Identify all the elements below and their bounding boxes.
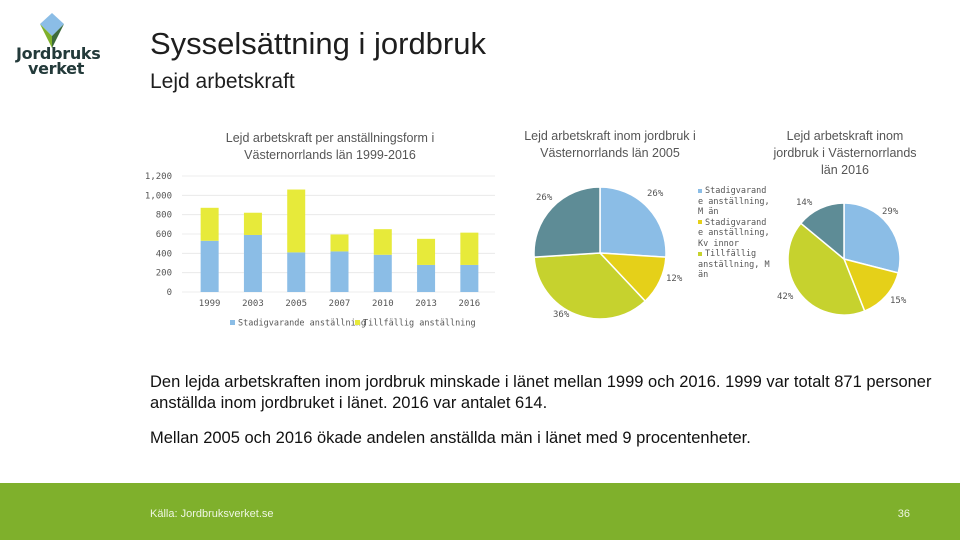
y-tick-label: 200: [156, 269, 172, 279]
pie-2005-title: Lejd arbetskraft inom jordbruk i Västern…: [524, 129, 696, 160]
legend-label: Tillfällig anställning: [363, 319, 476, 329]
pie-2005-legend: Stadigvarand e anställning, M än Stadigva…: [698, 186, 770, 281]
pie-chart-2005: [533, 186, 667, 320]
bar-segment: [460, 264, 479, 292]
page-number: 36: [897, 508, 910, 520]
x-tick-label: 2007: [329, 299, 351, 309]
bar-segment: [373, 229, 392, 255]
legend-item: Stadigvarand e anställning, Kv innor: [698, 218, 770, 250]
bar-segment: [200, 240, 219, 292]
legend-item: Stadigvarand e anställning, M än: [698, 186, 770, 218]
y-tick-label: 600: [156, 230, 172, 240]
bar-segment: [287, 252, 306, 292]
pie-slice: [533, 252, 647, 320]
legend-swatch: [230, 320, 235, 325]
y-tick-label: 1,200: [145, 172, 172, 182]
body-paragraph-2: Mellan 2005 och 2016 ökade andelen anstä…: [150, 429, 751, 447]
bar-segment: [417, 238, 436, 265]
legend-label: Stadigvarande anställning: [238, 319, 366, 329]
bar-segment: [460, 232, 479, 265]
pie-2005-label-1: 26%: [647, 189, 664, 199]
footer-bar: [0, 483, 960, 540]
pie-2005-label-2: 12%: [666, 274, 683, 284]
y-tick-label: 400: [156, 249, 172, 259]
bar-segment: [330, 251, 349, 292]
x-tick-label: 2003: [242, 299, 264, 309]
pie-chart-2016: [787, 202, 901, 316]
x-tick-label: 2005: [285, 299, 307, 309]
x-tick-label: 1999: [199, 299, 221, 309]
bar-chart-title: Lejd arbetskraft per anställningsform i …: [225, 131, 435, 162]
pie-2016-label-4: 14%: [796, 198, 813, 208]
legend-swatch: [698, 251, 702, 256]
legend-item: Tillfällig anställning, M än: [698, 249, 770, 281]
pie-2016-label-2: 15%: [890, 296, 907, 306]
x-tick-label: 2013: [415, 299, 437, 309]
legend-label: Stadigvarand e anställning, M än: [698, 186, 770, 217]
pie-slice: [533, 186, 601, 258]
jordbruksverket-logo: [40, 13, 64, 48]
legend-swatch: [698, 220, 702, 224]
y-tick-label: 1,000: [145, 191, 172, 201]
logo-text: Jordbruks verket: [16, 44, 101, 78]
slide-subtitle: Lejd arbetskraft: [150, 70, 295, 93]
y-tick-label: 0: [167, 288, 172, 298]
bar-chart: 0 200 400 600 800 1,000 1,200 1999 2003 2005 2007 2…: [145, 172, 495, 329]
pie-slice: [787, 222, 866, 316]
pie-slice: [599, 186, 667, 258]
y-tick-label: 800: [156, 211, 172, 221]
body-paragraph-1: Den lejda arbetskraften inom jordbruk mi…: [150, 373, 932, 412]
bar-segment: [243, 212, 262, 235]
slide-title: Sysselsättning i jordbruk: [150, 26, 486, 61]
bar-segment: [330, 234, 349, 252]
pie-2016-label-1: 29%: [882, 207, 899, 217]
bar-segment: [373, 254, 392, 292]
pie-2016-label-3: 42%: [777, 292, 794, 302]
pie-slice: [842, 257, 900, 313]
pie-2005-label-3: 36%: [553, 310, 570, 320]
bar-segment: [243, 234, 262, 292]
bar-segment: [287, 189, 306, 253]
legend-swatch: [355, 320, 360, 325]
x-tick-label: 2010: [372, 299, 394, 309]
legend-label: Stadigvarand e anställning, Kv innor: [698, 217, 770, 249]
pie-slice: [843, 202, 901, 274]
pie-2005-label-4: 26%: [536, 193, 553, 203]
bar-segment: [417, 264, 436, 292]
bar-segment: [200, 207, 219, 241]
legend-label: Tillfällig anställning, M än: [698, 249, 770, 280]
pie-slice: [799, 202, 845, 261]
pie-2016-title: Lejd arbetskraft inom jordbruk i Västern…: [773, 129, 917, 177]
x-tick-label: 2016: [459, 299, 481, 309]
footer-source: Källa: Jordbruksverket.se: [150, 508, 274, 520]
legend-swatch: [698, 188, 702, 193]
